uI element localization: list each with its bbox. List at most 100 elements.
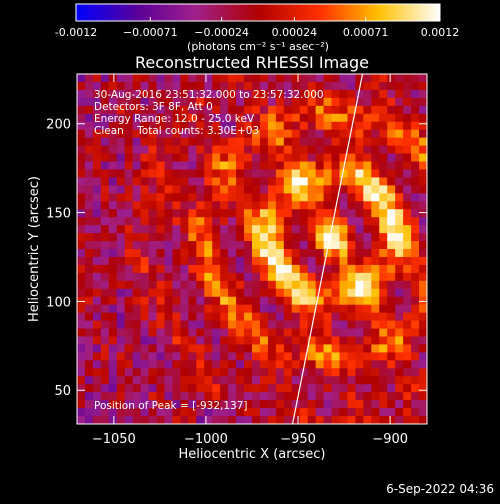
heatmap-cell	[84, 392, 94, 401]
heatmap-cell	[355, 249, 364, 258]
heatmap-cell	[252, 376, 261, 385]
heatmap-cell	[228, 169, 237, 178]
heatmap-cell	[323, 249, 333, 258]
heatmap-cell	[395, 129, 404, 139]
heatmap-cell	[236, 81, 245, 91]
heatmap-cell	[355, 161, 364, 171]
heatmap-cell	[379, 376, 388, 385]
heatmap-cell	[339, 280, 349, 290]
heatmap-cell	[236, 352, 245, 361]
heatmap-cell	[267, 89, 277, 99]
heatmap-cell	[355, 328, 364, 338]
heatmap-cell	[140, 74, 150, 83]
heatmap-cell	[387, 296, 396, 306]
heatmap-cell	[228, 288, 237, 298]
heatmap-cell	[283, 384, 293, 393]
heatmap-cell	[220, 368, 229, 377]
heatmap-cell	[267, 105, 277, 115]
heatmap-cell	[275, 400, 285, 409]
heatmap-cell	[299, 304, 309, 314]
heatmap-cell	[244, 328, 253, 338]
heatmap-cell	[100, 392, 110, 401]
heatmap-cell	[379, 201, 388, 210]
heatmap-cell	[355, 384, 364, 393]
heatmap-cell	[403, 145, 412, 155]
heatmap-cell	[84, 360, 94, 369]
heatmap-cell	[291, 304, 301, 314]
heatmap-cell	[77, 137, 86, 147]
heatmap-cell	[140, 336, 150, 346]
heatmap-cell	[411, 312, 420, 322]
heatmap-cell	[419, 121, 427, 131]
heatmap-cell	[419, 89, 427, 99]
heatmap-cell	[156, 217, 166, 226]
heatmap-cell	[124, 233, 134, 242]
heatmap-cell	[379, 161, 388, 171]
heatmap-cell	[315, 336, 325, 346]
heatmap-cell	[204, 416, 213, 424]
heatmap-cell	[84, 241, 94, 250]
heatmap-cell	[307, 376, 317, 385]
heatmap-cell	[92, 121, 102, 131]
heatmap-cell	[132, 312, 142, 322]
heatmap-cell	[419, 233, 427, 242]
heatmap-cell	[419, 368, 427, 377]
heatmap-cell	[180, 129, 189, 139]
heatmap-cell	[108, 272, 118, 282]
heatmap-cell	[419, 256, 427, 266]
heatmap-cell	[291, 384, 301, 393]
heatmap-cell	[307, 256, 317, 266]
heatmap-cell	[124, 81, 134, 91]
heatmap-cell	[188, 241, 197, 250]
heatmap-cell	[92, 217, 102, 226]
heatmap-cell	[331, 320, 341, 330]
heatmap-cell	[100, 177, 110, 186]
heatmap-cell	[220, 201, 229, 210]
heatmap-cell	[132, 153, 142, 163]
heatmap-cell	[77, 74, 86, 83]
heatmap-cell	[411, 89, 420, 99]
heatmap-cell	[331, 328, 341, 338]
heatmap-cell	[156, 161, 166, 171]
heatmap-cell	[363, 105, 372, 115]
heatmap-cell	[387, 129, 396, 139]
heatmap-cell	[267, 416, 277, 424]
heatmap-cell	[259, 384, 269, 393]
heatmap-cell	[172, 137, 181, 147]
heatmap-cell	[140, 177, 150, 186]
heatmap-cell	[84, 264, 94, 274]
heatmap-cell	[180, 320, 189, 330]
heatmap-cell	[379, 233, 388, 242]
heatmap-cell	[299, 201, 309, 210]
heatmap-cell	[275, 129, 285, 139]
heatmap-cell	[100, 264, 110, 274]
heatmap-cell	[148, 280, 158, 290]
heatmap-cell	[331, 153, 341, 163]
heatmap-cell	[77, 113, 86, 123]
heatmap-cell	[220, 225, 229, 234]
heatmap-cell	[419, 320, 427, 330]
heatmap-cell	[132, 161, 142, 171]
heatmap-cell	[100, 113, 110, 123]
heatmap-cell	[339, 153, 349, 163]
heatmap-cell	[212, 113, 221, 123]
heatmap-cell	[291, 416, 301, 424]
heatmap-cell	[283, 121, 293, 131]
heatmap-cell	[180, 376, 189, 385]
heatmap-cell	[244, 161, 253, 171]
heatmap-cell	[387, 169, 396, 178]
heatmap-cell	[299, 89, 309, 99]
heatmap-cell	[132, 249, 142, 258]
heatmap-cell	[164, 129, 174, 139]
colorbar	[75, 3, 441, 22]
heatmap-cell	[84, 384, 94, 393]
heatmap-cell	[212, 264, 221, 274]
heatmap-cell	[156, 121, 166, 131]
heatmap-cell	[299, 280, 309, 290]
heatmap-cell	[116, 105, 126, 115]
heatmap-cell	[188, 153, 197, 163]
heatmap-cell	[411, 137, 420, 147]
heatmap-cell	[387, 225, 396, 234]
heatmap-cell	[132, 129, 142, 139]
heatmap-cell	[156, 256, 166, 266]
